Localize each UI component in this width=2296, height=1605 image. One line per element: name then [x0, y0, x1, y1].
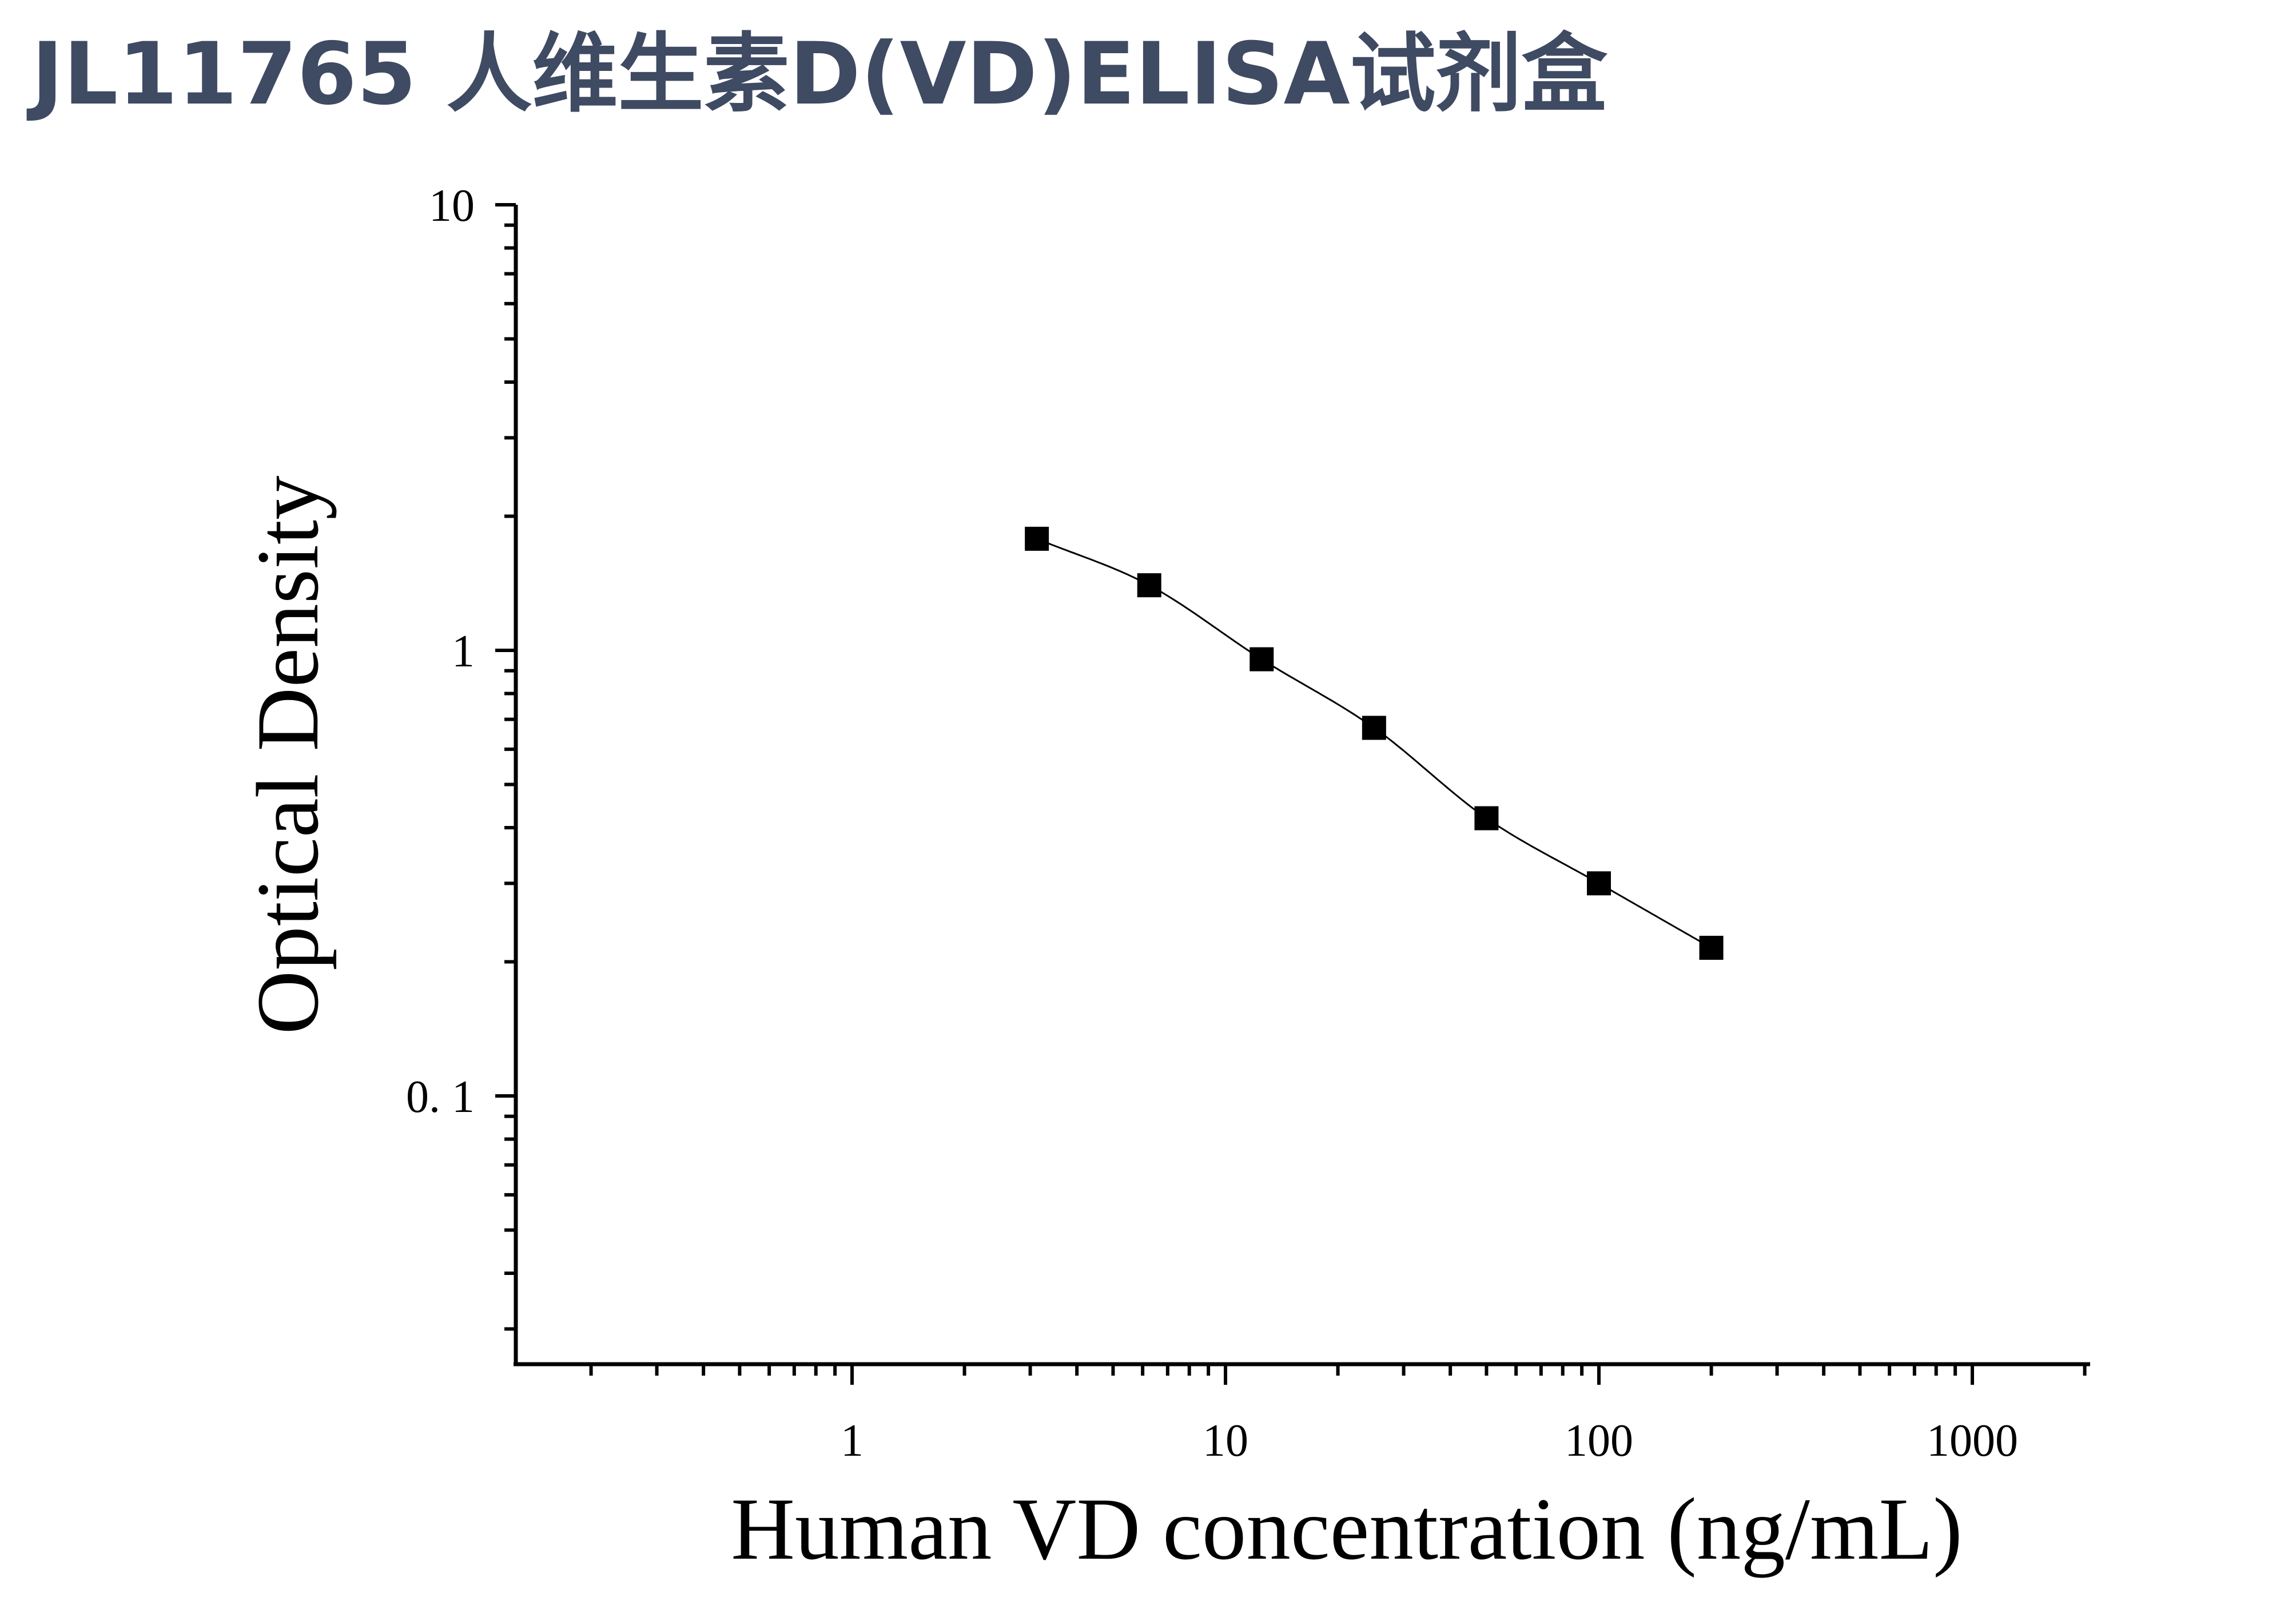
x-tick-label: 1000 [1927, 1416, 2018, 1466]
page-title: JL11765 人维生素D(VD)ELISA试剂盒 [31, 25, 1607, 124]
y-tick-labels: 0. 1 1 10 [406, 181, 475, 1122]
y-tick-label: 0. 1 [406, 1072, 475, 1122]
x-axis-title: Human VD concentration (ng/mL) [731, 1480, 1963, 1578]
x-tick-label: 100 [1565, 1416, 1633, 1466]
y-tick-label: 1 [452, 626, 475, 677]
data-points [1025, 526, 1724, 960]
x-tick-labels: 1 10 100 1000 [841, 1416, 2018, 1466]
data-point [1699, 936, 1724, 960]
data-point [1137, 573, 1161, 598]
major-ticks [495, 203, 1974, 1385]
data-point [1362, 716, 1386, 740]
y-tick-label: 10 [429, 181, 475, 231]
minor-ticks [504, 223, 2087, 1376]
y-axis-title: Optical Density [238, 475, 337, 1034]
data-point [1474, 806, 1499, 831]
data-point [1587, 871, 1611, 896]
x-tick-label: 10 [1203, 1416, 1248, 1466]
data-point [1250, 647, 1274, 672]
data-point [1025, 526, 1049, 551]
x-tick-label: 1 [841, 1416, 864, 1466]
